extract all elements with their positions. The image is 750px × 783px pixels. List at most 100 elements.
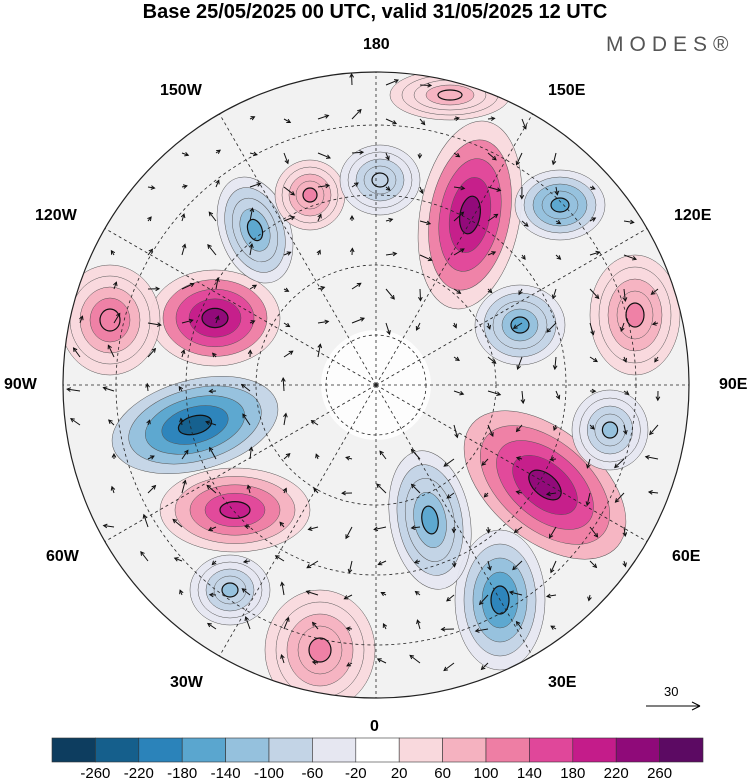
wind-arrow [113,281,118,290]
wind-arrow [376,483,387,494]
anomaly-pos-greenland-east [264,589,376,698]
wind-arrow [283,412,288,426]
colorbar-tick-label: -140 [210,765,241,782]
wind-arrow [443,662,455,672]
wind-arrow [242,559,251,564]
wind-arrow [181,449,189,460]
wind-arrow [416,619,421,630]
anomaly-neg-alaska-north [339,144,421,216]
wind-arrow [283,251,292,256]
colorbar-tick-label: 180 [560,765,586,782]
wind-arrow [521,220,529,227]
wind-arrow [483,492,489,498]
wind-arrow [589,185,596,190]
wind-arrow [487,152,497,161]
colorbar-tick-label: 140 [516,765,542,782]
colorbar-tick-label: -60 [301,765,324,782]
wind-arrow [317,285,326,291]
wind-arrow [515,152,523,166]
wind-arrow [315,453,320,460]
lon-label-120e: 120E [674,207,712,224]
colorbar-swatch [95,737,140,763]
wind-arrow [515,456,523,461]
wind-arrow [512,560,523,571]
wind-arrow [521,254,526,260]
wind-arrow [410,483,421,494]
wind-arrow [179,417,184,426]
wind-arrow [311,621,319,630]
wind-arrow [644,454,659,460]
wind-arrow [211,560,217,566]
wind-arrow [481,458,489,466]
wind-arrow [282,487,287,494]
anomaly-neg-kamchatka [514,169,606,241]
wind-arrow [452,322,457,329]
colorbar-swatch [138,737,183,763]
wind-arrow [102,523,115,529]
wind-arrow [487,116,496,122]
wind-arrow [211,352,217,358]
wind-arrow [181,184,188,189]
wind-arrow [279,521,285,528]
wind-arrow [70,418,81,426]
wind-arrow [419,220,432,226]
wind-arrow [487,288,493,294]
latitude-circle [185,194,567,576]
wind-arrow [113,312,121,324]
wind-arrow [181,318,194,324]
colorbar-tick-label: 100 [473,765,499,782]
wind-arrow [72,347,81,358]
wind-arrow [181,282,195,290]
wind-arrow [110,249,116,256]
wind-arrow [515,620,523,630]
meridian-line [215,384,377,663]
wind-arrow [173,557,183,562]
wind-arrow [310,420,319,426]
anomaly-neg-asia-central [571,389,649,471]
wind-arrow [410,448,421,460]
wind-arrow [249,243,254,256]
wind-arrow [147,484,157,494]
wind-arrow [179,589,184,596]
map-title: Base 25/05/2025 00 UTC, valid 31/05/2025… [142,1,608,23]
wind-arrow [453,356,460,361]
wind-arrow [451,526,457,534]
lon-label-120w: 120W [35,207,77,224]
wind-arrow [316,249,321,256]
wind-arrow [419,118,426,126]
colorbar-swatch [572,737,617,763]
meridian-line [375,384,654,546]
wind-arrow [549,456,557,462]
anomaly-neg-siberia-central [474,284,566,366]
wind-arrow [551,288,557,300]
lon-label-180: 180 [363,36,390,53]
lon-label-30w: 30W [170,674,203,691]
wind-arrow [623,390,630,395]
colorbar-swatch [225,737,270,763]
colorbar-swatch [398,737,443,763]
wind-arrow [380,591,387,597]
wind-arrow [317,319,330,325]
wind-arrow [180,213,186,222]
wind-arrow [419,186,424,195]
wind-arrow [242,413,251,426]
wind-arrow [520,390,526,405]
wind-arrow [418,288,423,302]
wind-arrow [283,616,290,630]
wind-arrow [440,626,455,632]
wind-arrow [553,424,558,431]
wind-arrow [208,388,217,394]
wind-arrow [623,219,635,225]
anomaly-neg-atlantic-south [189,554,271,626]
wind-arrow [215,277,220,290]
wind-arrow [586,458,591,469]
wind-arrow [343,594,353,600]
lon-label-90w: 90W [4,376,37,393]
wind-arrow [385,322,391,336]
colorbar-swatch [51,737,96,763]
wind-arrow [206,484,217,494]
meridian-line [375,224,654,386]
anomaly-pos-pacific-north [389,72,511,121]
wind-arrow [415,322,421,331]
wind-arrow [377,560,387,566]
